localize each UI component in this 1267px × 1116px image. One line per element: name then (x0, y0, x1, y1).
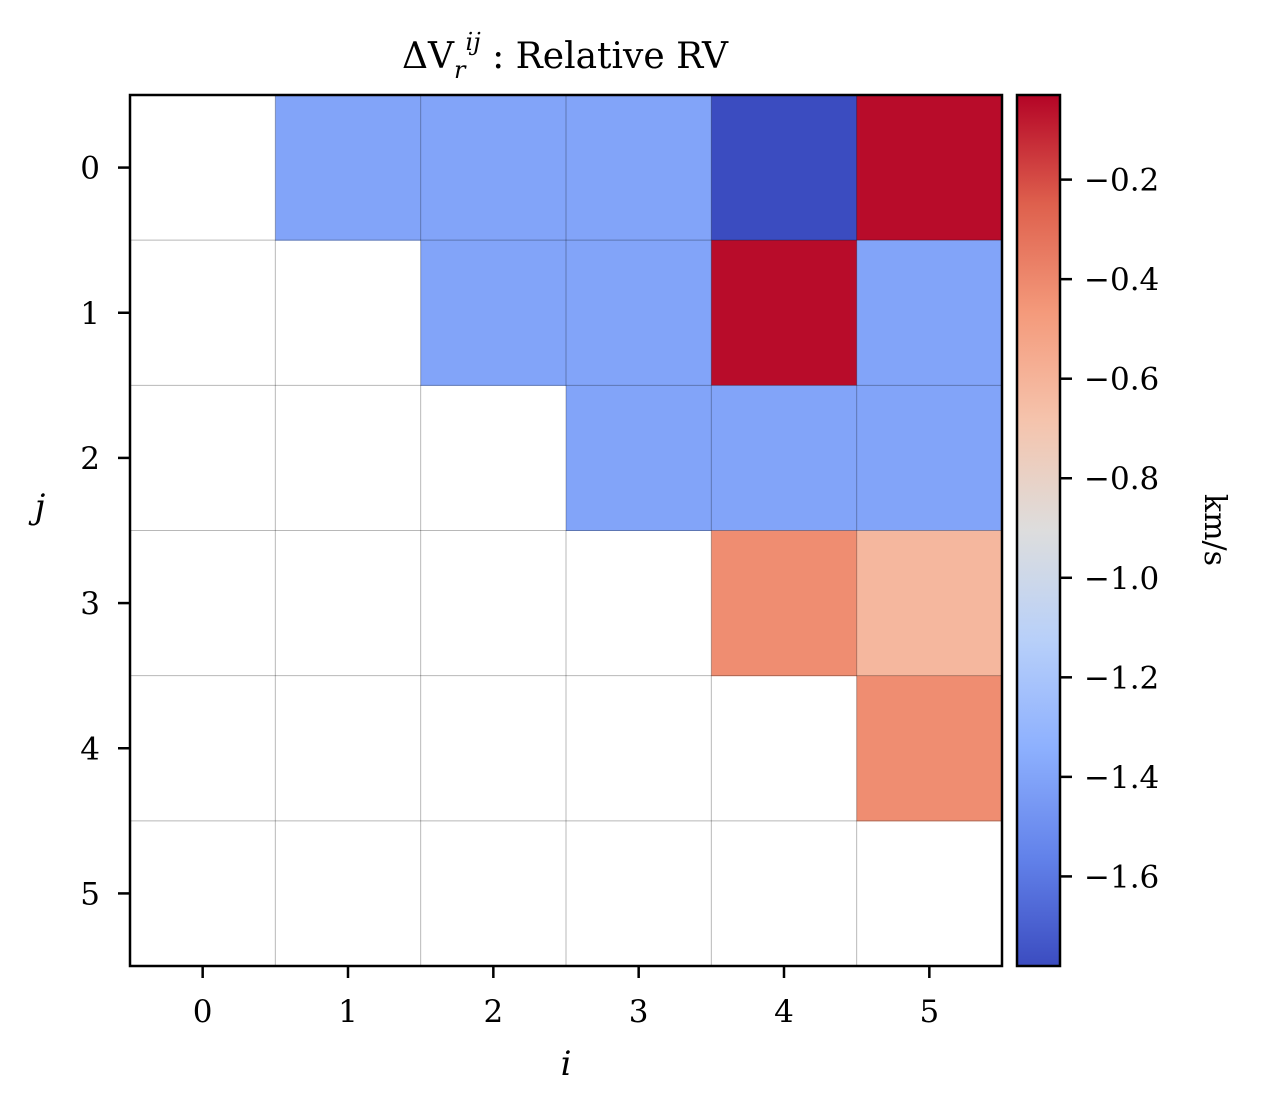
plot-frame (128, 93, 1004, 968)
heatmap-cell (420, 95, 567, 241)
y-axis-label: j (28, 487, 46, 527)
colorbar-tick-label: −0.2 (1084, 163, 1159, 199)
heatmap-cell (856, 385, 1003, 531)
y-tick-label: 5 (80, 876, 100, 912)
colorbar-tick-label: −1.4 (1084, 760, 1159, 796)
colorbar-label: km/s (1197, 494, 1232, 566)
colorbar-tick-label: −1.2 (1084, 660, 1159, 696)
x-tick-label: 1 (338, 994, 358, 1030)
colorbar-ticks: −1.6 −1.4 −1.2 −1.0 −0.8 −0.6 −0.4 −0.2 (1060, 163, 1159, 895)
heatmap-cell (856, 530, 1003, 677)
title-subscript: r (454, 56, 467, 84)
x-tick-label: 0 (193, 994, 213, 1030)
x-tick-label: 5 (919, 994, 939, 1030)
heatmap-cell (566, 385, 712, 531)
heatmap-cell (275, 95, 422, 241)
y-tick-label: 2 (80, 441, 100, 477)
colorbar-tick-label: −1.6 (1084, 859, 1159, 895)
x-tick-label: 3 (629, 994, 649, 1030)
heatmap-cell (856, 675, 1003, 822)
colorbar-tick-label: −0.4 (1084, 262, 1159, 298)
x-tick-label: 2 (483, 994, 503, 1030)
colorbar-tick-label: −0.6 (1084, 362, 1159, 398)
heatmap-cells (275, 95, 1003, 822)
y-tick-label: 0 (80, 151, 100, 187)
heatmap-gridlines (130, 95, 1002, 966)
y-tick-label: 4 (80, 731, 100, 767)
heatmap-cell (566, 240, 712, 386)
x-axis-label: i (561, 1044, 572, 1084)
heatmap-cell (711, 385, 858, 531)
x-axis-ticks: 0 1 2 3 4 5 (193, 966, 939, 1030)
chart-title: ΔVrij : Relative RV (402, 28, 729, 84)
x-tick-label: 4 (774, 994, 794, 1030)
heatmap-cell (420, 240, 567, 386)
heatmap-cell (856, 240, 1003, 386)
colorbar-tick-label: −0.8 (1084, 461, 1159, 497)
y-tick-label: 1 (80, 296, 100, 332)
colorbar-tick-label: −1.0 (1084, 561, 1159, 597)
title-text: : Relative RV (481, 36, 729, 77)
heatmap-cell (566, 95, 712, 241)
heatmap-cell (711, 240, 858, 386)
colorbar (1015, 93, 1062, 968)
title-superscript: ij (466, 28, 482, 56)
heatmap-cell (711, 95, 858, 241)
y-tick-label: 3 (80, 586, 100, 622)
heatmap-cell (856, 95, 1003, 241)
y-axis-ticks: 0 1 2 3 4 5 (80, 151, 130, 912)
heatmap-cell (711, 530, 858, 677)
